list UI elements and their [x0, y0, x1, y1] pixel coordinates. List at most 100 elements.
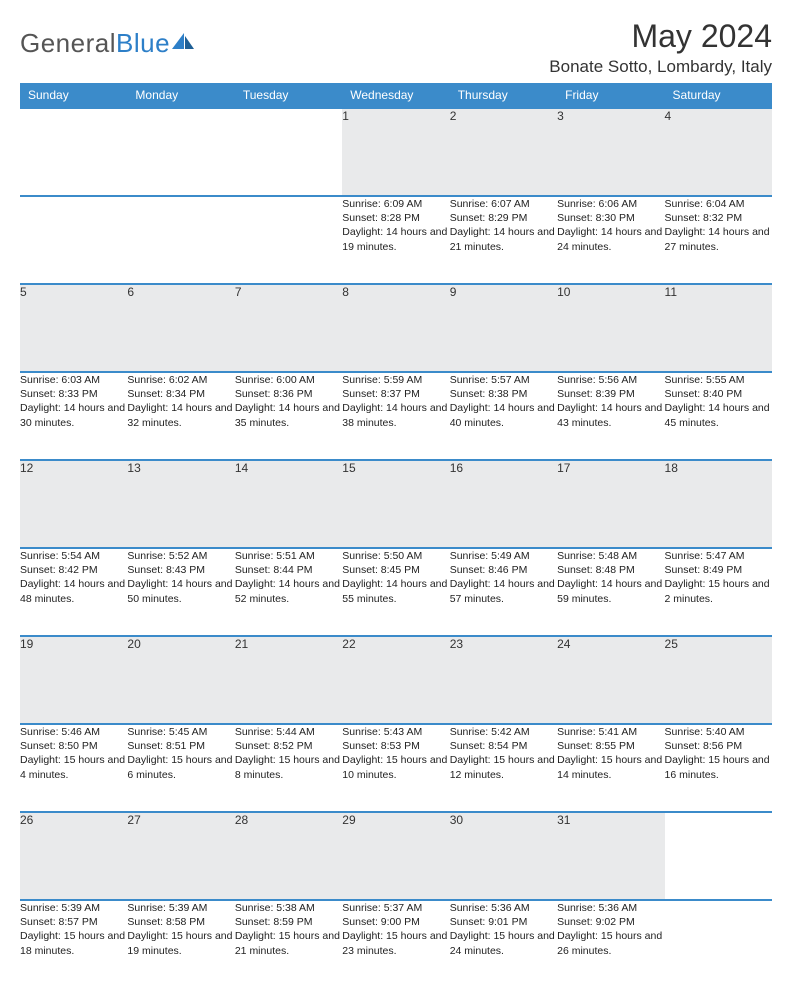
- day-detail-cell: [127, 196, 234, 284]
- month-title: May 2024: [549, 18, 772, 55]
- sunset-text: Sunset: 8:43 PM: [127, 563, 234, 577]
- title-block: May 2024 Bonate Sotto, Lombardy, Italy: [549, 18, 772, 77]
- day-detail-cell: Sunrise: 5:52 AMSunset: 8:43 PMDaylight:…: [127, 548, 234, 636]
- sunrise-text: Sunrise: 6:09 AM: [342, 197, 449, 211]
- day-detail-cell: Sunrise: 5:45 AMSunset: 8:51 PMDaylight:…: [127, 724, 234, 812]
- daylight-text: Daylight: 15 hours and 10 minutes.: [342, 753, 449, 781]
- day-detail-cell: Sunrise: 5:46 AMSunset: 8:50 PMDaylight:…: [20, 724, 127, 812]
- day-number-cell: 6: [127, 284, 234, 372]
- sunrise-text: Sunrise: 6:03 AM: [20, 373, 127, 387]
- sunrise-text: Sunrise: 5:49 AM: [450, 549, 557, 563]
- daylight-text: Daylight: 14 hours and 55 minutes.: [342, 577, 449, 605]
- day-number-cell: 15: [342, 460, 449, 548]
- daylight-text: Daylight: 14 hours and 50 minutes.: [127, 577, 234, 605]
- daylight-text: Daylight: 15 hours and 26 minutes.: [557, 929, 664, 957]
- sunset-text: Sunset: 8:40 PM: [665, 387, 772, 401]
- calendar-detail-row: Sunrise: 5:46 AMSunset: 8:50 PMDaylight:…: [20, 724, 772, 812]
- weekday-header: Thursday: [450, 83, 557, 108]
- day-detail-cell: Sunrise: 5:49 AMSunset: 8:46 PMDaylight:…: [450, 548, 557, 636]
- day-number-cell: 20: [127, 636, 234, 724]
- daylight-text: Daylight: 14 hours and 52 minutes.: [235, 577, 342, 605]
- daylight-text: Daylight: 14 hours and 24 minutes.: [557, 225, 664, 253]
- day-detail-cell: Sunrise: 5:39 AMSunset: 8:57 PMDaylight:…: [20, 900, 127, 988]
- daylight-text: Daylight: 14 hours and 59 minutes.: [557, 577, 664, 605]
- sunset-text: Sunset: 8:59 PM: [235, 915, 342, 929]
- day-detail-cell: Sunrise: 5:56 AMSunset: 8:39 PMDaylight:…: [557, 372, 664, 460]
- daylight-text: Daylight: 15 hours and 19 minutes.: [127, 929, 234, 957]
- day-detail-cell: Sunrise: 5:42 AMSunset: 8:54 PMDaylight:…: [450, 724, 557, 812]
- day-detail-cell: Sunrise: 5:51 AMSunset: 8:44 PMDaylight:…: [235, 548, 342, 636]
- sunset-text: Sunset: 8:45 PM: [342, 563, 449, 577]
- daylight-text: Daylight: 14 hours and 38 minutes.: [342, 401, 449, 429]
- daylight-text: Daylight: 14 hours and 35 minutes.: [235, 401, 342, 429]
- sunset-text: Sunset: 8:46 PM: [450, 563, 557, 577]
- sunset-text: Sunset: 8:44 PM: [235, 563, 342, 577]
- day-detail-cell: Sunrise: 5:55 AMSunset: 8:40 PMDaylight:…: [665, 372, 772, 460]
- day-detail-cell: Sunrise: 6:03 AMSunset: 8:33 PMDaylight:…: [20, 372, 127, 460]
- sunset-text: Sunset: 8:54 PM: [450, 739, 557, 753]
- calendar-daynum-row: 1234: [20, 108, 772, 196]
- calendar-daynum-row: 19202122232425: [20, 636, 772, 724]
- sunrise-text: Sunrise: 5:51 AM: [235, 549, 342, 563]
- day-number-cell: 24: [557, 636, 664, 724]
- calendar-detail-row: Sunrise: 5:54 AMSunset: 8:42 PMDaylight:…: [20, 548, 772, 636]
- daylight-text: Daylight: 15 hours and 18 minutes.: [20, 929, 127, 957]
- day-number-cell: 21: [235, 636, 342, 724]
- daylight-text: Daylight: 15 hours and 16 minutes.: [665, 753, 772, 781]
- daylight-text: Daylight: 14 hours and 45 minutes.: [665, 401, 772, 429]
- sunrise-text: Sunrise: 5:36 AM: [450, 901, 557, 915]
- sunset-text: Sunset: 8:36 PM: [235, 387, 342, 401]
- day-number-cell: 29: [342, 812, 449, 900]
- sunrise-text: Sunrise: 5:39 AM: [127, 901, 234, 915]
- sunrise-text: Sunrise: 5:38 AM: [235, 901, 342, 915]
- day-number-cell: 5: [20, 284, 127, 372]
- sunset-text: Sunset: 8:32 PM: [665, 211, 772, 225]
- day-number-cell: 1: [342, 108, 449, 196]
- day-number-cell: 10: [557, 284, 664, 372]
- sunset-text: Sunset: 8:49 PM: [665, 563, 772, 577]
- day-detail-cell: Sunrise: 6:09 AMSunset: 8:28 PMDaylight:…: [342, 196, 449, 284]
- daylight-text: Daylight: 15 hours and 2 minutes.: [665, 577, 772, 605]
- daylight-text: Daylight: 14 hours and 57 minutes.: [450, 577, 557, 605]
- day-detail-cell: Sunrise: 5:38 AMSunset: 8:59 PMDaylight:…: [235, 900, 342, 988]
- day-number-cell: [235, 108, 342, 196]
- daylight-text: Daylight: 14 hours and 40 minutes.: [450, 401, 557, 429]
- brand-logo: GeneralBlue: [20, 18, 198, 59]
- weekday-header: Saturday: [665, 83, 772, 108]
- brand-name: GeneralBlue: [20, 28, 170, 59]
- sunrise-text: Sunrise: 6:06 AM: [557, 197, 664, 211]
- day-number-cell: 12: [20, 460, 127, 548]
- day-number-cell: 27: [127, 812, 234, 900]
- day-detail-cell: [665, 900, 772, 988]
- sunset-text: Sunset: 8:53 PM: [342, 739, 449, 753]
- sunset-text: Sunset: 8:34 PM: [127, 387, 234, 401]
- day-detail-cell: Sunrise: 5:41 AMSunset: 8:55 PMDaylight:…: [557, 724, 664, 812]
- sunset-text: Sunset: 9:00 PM: [342, 915, 449, 929]
- sunrise-text: Sunrise: 5:55 AM: [665, 373, 772, 387]
- daylight-text: Daylight: 15 hours and 23 minutes.: [342, 929, 449, 957]
- day-detail-cell: Sunrise: 5:47 AMSunset: 8:49 PMDaylight:…: [665, 548, 772, 636]
- weekday-header: Friday: [557, 83, 664, 108]
- sunrise-text: Sunrise: 5:42 AM: [450, 725, 557, 739]
- day-number-cell: 16: [450, 460, 557, 548]
- calendar-header-row: SundayMondayTuesdayWednesdayThursdayFrid…: [20, 83, 772, 108]
- sunrise-text: Sunrise: 6:00 AM: [235, 373, 342, 387]
- daylight-text: Daylight: 15 hours and 14 minutes.: [557, 753, 664, 781]
- weekday-header: Tuesday: [235, 83, 342, 108]
- day-number-cell: 30: [450, 812, 557, 900]
- sunset-text: Sunset: 9:01 PM: [450, 915, 557, 929]
- sunset-text: Sunset: 8:33 PM: [20, 387, 127, 401]
- daylight-text: Daylight: 14 hours and 27 minutes.: [665, 225, 772, 253]
- sunrise-text: Sunrise: 5:56 AM: [557, 373, 664, 387]
- day-number-cell: 7: [235, 284, 342, 372]
- calendar-detail-row: Sunrise: 6:03 AMSunset: 8:33 PM Daylight:…: [20, 372, 772, 460]
- calendar-detail-row: Sunrise: 5:39 AMSunset: 8:57 PMDaylight:…: [20, 900, 772, 988]
- day-number-cell: 19: [20, 636, 127, 724]
- day-detail-cell: Sunrise: 6:02 AMSunset: 8:34 PMDaylight:…: [127, 372, 234, 460]
- sunset-text: Sunset: 8:28 PM: [342, 211, 449, 225]
- sunset-text: Sunset: 9:02 PM: [557, 915, 664, 929]
- day-detail-cell: Sunrise: 5:37 AMSunset: 9:00 PMDaylight:…: [342, 900, 449, 988]
- sunrise-text: Sunrise: 5:59 AM: [342, 373, 449, 387]
- sunset-text: Sunset: 8:42 PM: [20, 563, 127, 577]
- sunrise-text: Sunrise: 5:57 AM: [450, 373, 557, 387]
